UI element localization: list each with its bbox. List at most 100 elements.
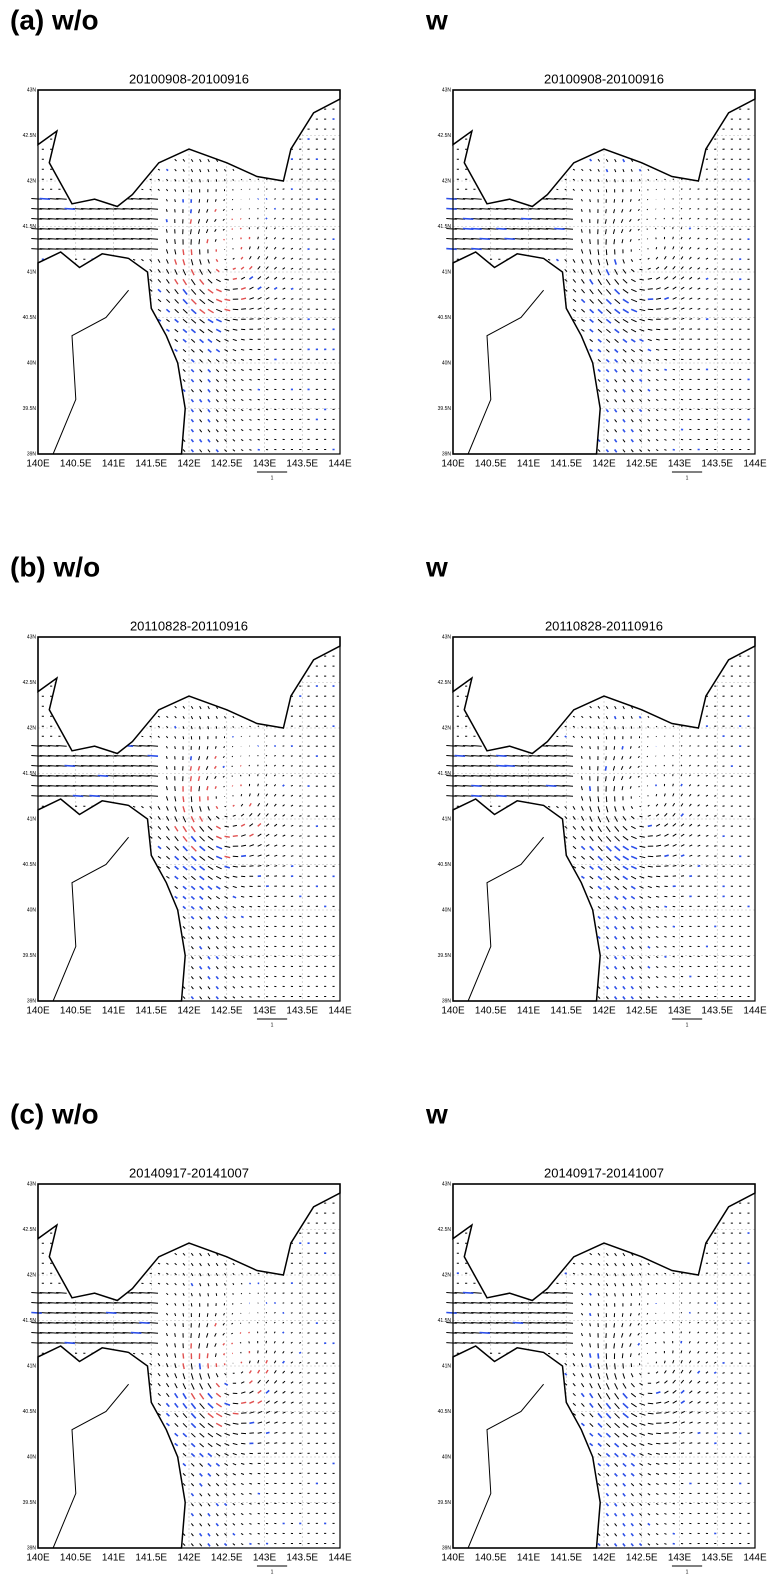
y-tick-label: 41.5N (438, 224, 452, 230)
y-tick-label: 39.5N (438, 406, 452, 412)
y-tick-label: 41.5N (23, 1318, 37, 1324)
map-frame (37, 1183, 341, 1549)
vectors-blue (454, 715, 750, 1000)
vectors (446, 108, 750, 453)
prefecture-border (52, 289, 129, 455)
x-tick-label: 141.5E (550, 1006, 582, 1017)
x-tick-label: 140.5E (475, 459, 507, 470)
x-tick-label: 144E (743, 1006, 767, 1017)
reference-vector-label: 1 (686, 475, 689, 481)
coastline (37, 1345, 186, 1549)
panel-title: 20100908-20100916 (129, 71, 249, 86)
coastline (37, 798, 186, 1002)
prefecture-border (52, 836, 129, 1002)
reference-vector-label: 1 (271, 1022, 274, 1028)
prefecture-border (52, 1383, 129, 1549)
y-tick-label: 41N (442, 1363, 452, 1369)
y-tick-label: 42N (27, 178, 37, 184)
x-tick-label: 144E (328, 1006, 352, 1017)
x-tick-label: 140.5E (475, 1553, 507, 1564)
y-tick-label: 41.5N (438, 1318, 452, 1324)
x-tick-label: 142.5E (211, 459, 243, 470)
coastline (37, 1183, 341, 1302)
panel-label: (c) w/o (10, 1098, 99, 1129)
vectors (446, 655, 750, 1000)
coastline (37, 89, 341, 208)
x-tick-label: 144E (743, 1553, 767, 1564)
vectors-blue (446, 158, 750, 453)
prefecture-border (467, 289, 544, 455)
x-tick-label: 142E (177, 459, 201, 470)
y-tick-label: 40.5N (438, 1409, 452, 1415)
x-tick-label: 143.5E (286, 1006, 318, 1017)
coastline (452, 89, 756, 208)
y-tick-label: 41N (27, 269, 37, 275)
x-tick-label: 140.5E (60, 459, 92, 470)
y-tick-label: 42N (27, 1272, 37, 1278)
vectors-blue (31, 1242, 335, 1547)
y-tick-label: 43N (442, 634, 452, 640)
vectors (31, 655, 335, 1000)
x-tick-label: 140.5E (60, 1006, 92, 1017)
x-tick-label: 141E (517, 1006, 541, 1017)
x-tick-label: 141E (102, 1553, 126, 1564)
x-tick-label: 143.5E (701, 1553, 733, 1564)
x-tick-label: 141.5E (135, 459, 167, 470)
y-tick-label: 39N (27, 451, 37, 457)
map-frame (37, 636, 341, 1002)
x-tick-label: 140.5E (475, 1006, 507, 1017)
panel-title: 20100908-20100916 (544, 71, 664, 86)
x-tick-label: 142.5E (211, 1006, 243, 1017)
x-tick-label: 143E (668, 1006, 692, 1017)
reference-vector-label: 1 (686, 1022, 689, 1028)
panel-title: 20110828-20110916 (545, 618, 663, 633)
y-tick-label: 42N (442, 1272, 452, 1278)
vectors-red (182, 1322, 269, 1428)
panel-label: w (425, 551, 448, 582)
vectors (31, 108, 335, 453)
x-tick-label: 143.5E (286, 1553, 318, 1564)
y-tick-label: 41.5N (438, 771, 452, 777)
y-tick-label: 39.5N (23, 406, 37, 412)
panel-title: 20140917-20141007 (129, 1165, 249, 1180)
x-tick-label: 141.5E (550, 1553, 582, 1564)
coastline (37, 251, 186, 455)
x-tick-label: 144E (328, 459, 352, 470)
y-tick-label: 41.5N (23, 771, 37, 777)
y-tick-label: 40N (442, 1454, 452, 1460)
y-tick-label: 42.5N (23, 680, 37, 686)
y-tick-label: 39N (27, 998, 37, 1004)
x-tick-label: 143E (253, 1006, 277, 1017)
y-tick-label: 43N (442, 87, 452, 93)
y-tick-label: 43N (27, 634, 37, 640)
y-tick-label: 41N (442, 816, 452, 822)
y-tick-label: 41N (442, 269, 452, 275)
y-tick-label: 42N (442, 178, 452, 184)
y-tick-label: 42.5N (438, 1227, 452, 1233)
vectors (446, 1202, 750, 1547)
y-tick-label: 41N (27, 816, 37, 822)
x-tick-label: 142E (177, 1553, 201, 1564)
x-tick-label: 140.5E (60, 1553, 92, 1564)
y-tick-label: 43N (442, 1181, 452, 1187)
y-tick-label: 39.5N (23, 953, 37, 959)
map-frame (452, 1183, 756, 1549)
y-tick-label: 42.5N (438, 133, 452, 139)
vectors-blue (446, 1232, 750, 1547)
x-tick-label: 140E (441, 1006, 465, 1017)
x-tick-label: 142E (592, 1006, 616, 1017)
y-tick-label: 40.5N (23, 315, 37, 321)
y-tick-label: 43N (27, 87, 37, 93)
y-tick-label: 39N (442, 451, 452, 457)
x-tick-label: 142.5E (626, 1553, 658, 1564)
x-tick-label: 143E (668, 1553, 692, 1564)
coastline (37, 636, 341, 755)
x-tick-label: 143E (253, 459, 277, 470)
coastline (452, 1183, 756, 1302)
coastline (452, 636, 756, 755)
